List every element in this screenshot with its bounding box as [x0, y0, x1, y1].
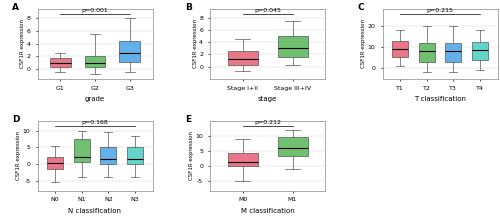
- PathPatch shape: [100, 147, 116, 164]
- PathPatch shape: [446, 43, 462, 62]
- Text: A: A: [12, 3, 19, 12]
- Y-axis label: CSF1R expression: CSF1R expression: [192, 19, 198, 68]
- Y-axis label: CSF1R expression: CSF1R expression: [362, 19, 366, 68]
- Text: p=0.045: p=0.045: [254, 8, 281, 13]
- Text: C: C: [357, 3, 364, 12]
- PathPatch shape: [74, 139, 90, 162]
- PathPatch shape: [127, 147, 143, 164]
- Text: D: D: [12, 115, 20, 124]
- Text: p=0.215: p=0.215: [426, 8, 454, 13]
- PathPatch shape: [278, 137, 308, 155]
- X-axis label: N classification: N classification: [68, 208, 122, 214]
- PathPatch shape: [228, 51, 258, 65]
- PathPatch shape: [418, 43, 434, 62]
- X-axis label: grade: grade: [85, 96, 105, 102]
- Text: p=0.001: p=0.001: [82, 8, 108, 13]
- Y-axis label: CSF1R expression: CSF1R expression: [16, 131, 21, 180]
- X-axis label: T classification: T classification: [414, 96, 466, 102]
- PathPatch shape: [472, 42, 488, 60]
- PathPatch shape: [228, 153, 258, 166]
- PathPatch shape: [278, 36, 308, 57]
- Y-axis label: CSF1R expression: CSF1R expression: [20, 19, 25, 68]
- PathPatch shape: [84, 57, 105, 67]
- Text: B: B: [184, 3, 192, 12]
- X-axis label: M classification: M classification: [240, 208, 294, 214]
- PathPatch shape: [50, 58, 70, 67]
- PathPatch shape: [392, 41, 408, 57]
- PathPatch shape: [47, 157, 63, 169]
- Text: E: E: [184, 115, 191, 124]
- Y-axis label: CSF1R expression: CSF1R expression: [189, 131, 194, 180]
- X-axis label: stage: stage: [258, 96, 277, 102]
- PathPatch shape: [120, 41, 141, 62]
- Text: p=0.212: p=0.212: [254, 120, 281, 125]
- Text: p=0.168: p=0.168: [82, 120, 108, 125]
